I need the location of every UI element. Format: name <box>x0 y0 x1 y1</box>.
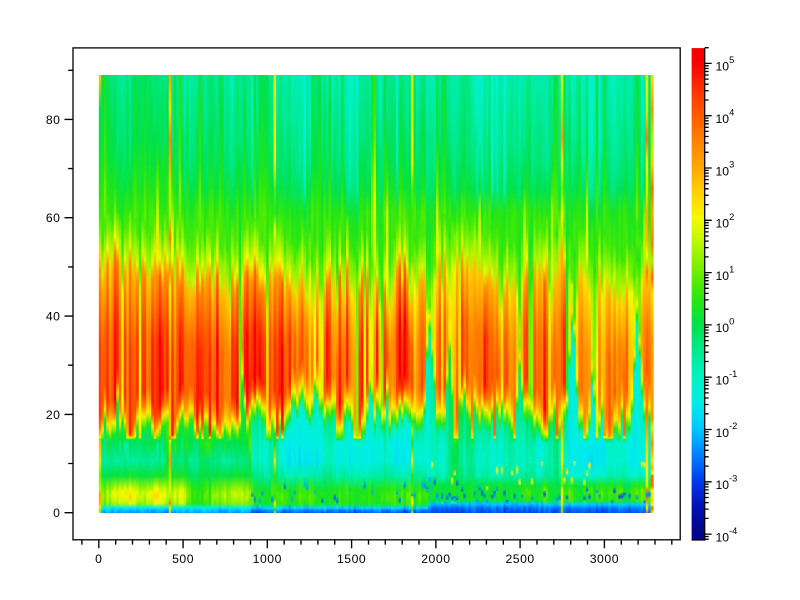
svg-text:80: 80 <box>46 113 61 127</box>
svg-text:1000: 1000 <box>253 552 282 566</box>
svg-text:2000: 2000 <box>421 552 450 566</box>
svg-text:0: 0 <box>53 506 60 520</box>
svg-text:60: 60 <box>46 211 61 225</box>
svg-text:3000: 3000 <box>590 552 619 566</box>
svg-text:40: 40 <box>46 310 61 324</box>
svg-text:2500: 2500 <box>505 552 534 566</box>
svg-text:0: 0 <box>95 552 102 566</box>
svg-text:1500: 1500 <box>337 552 366 566</box>
svg-text:20: 20 <box>46 408 61 422</box>
svg-text:500: 500 <box>172 552 194 566</box>
